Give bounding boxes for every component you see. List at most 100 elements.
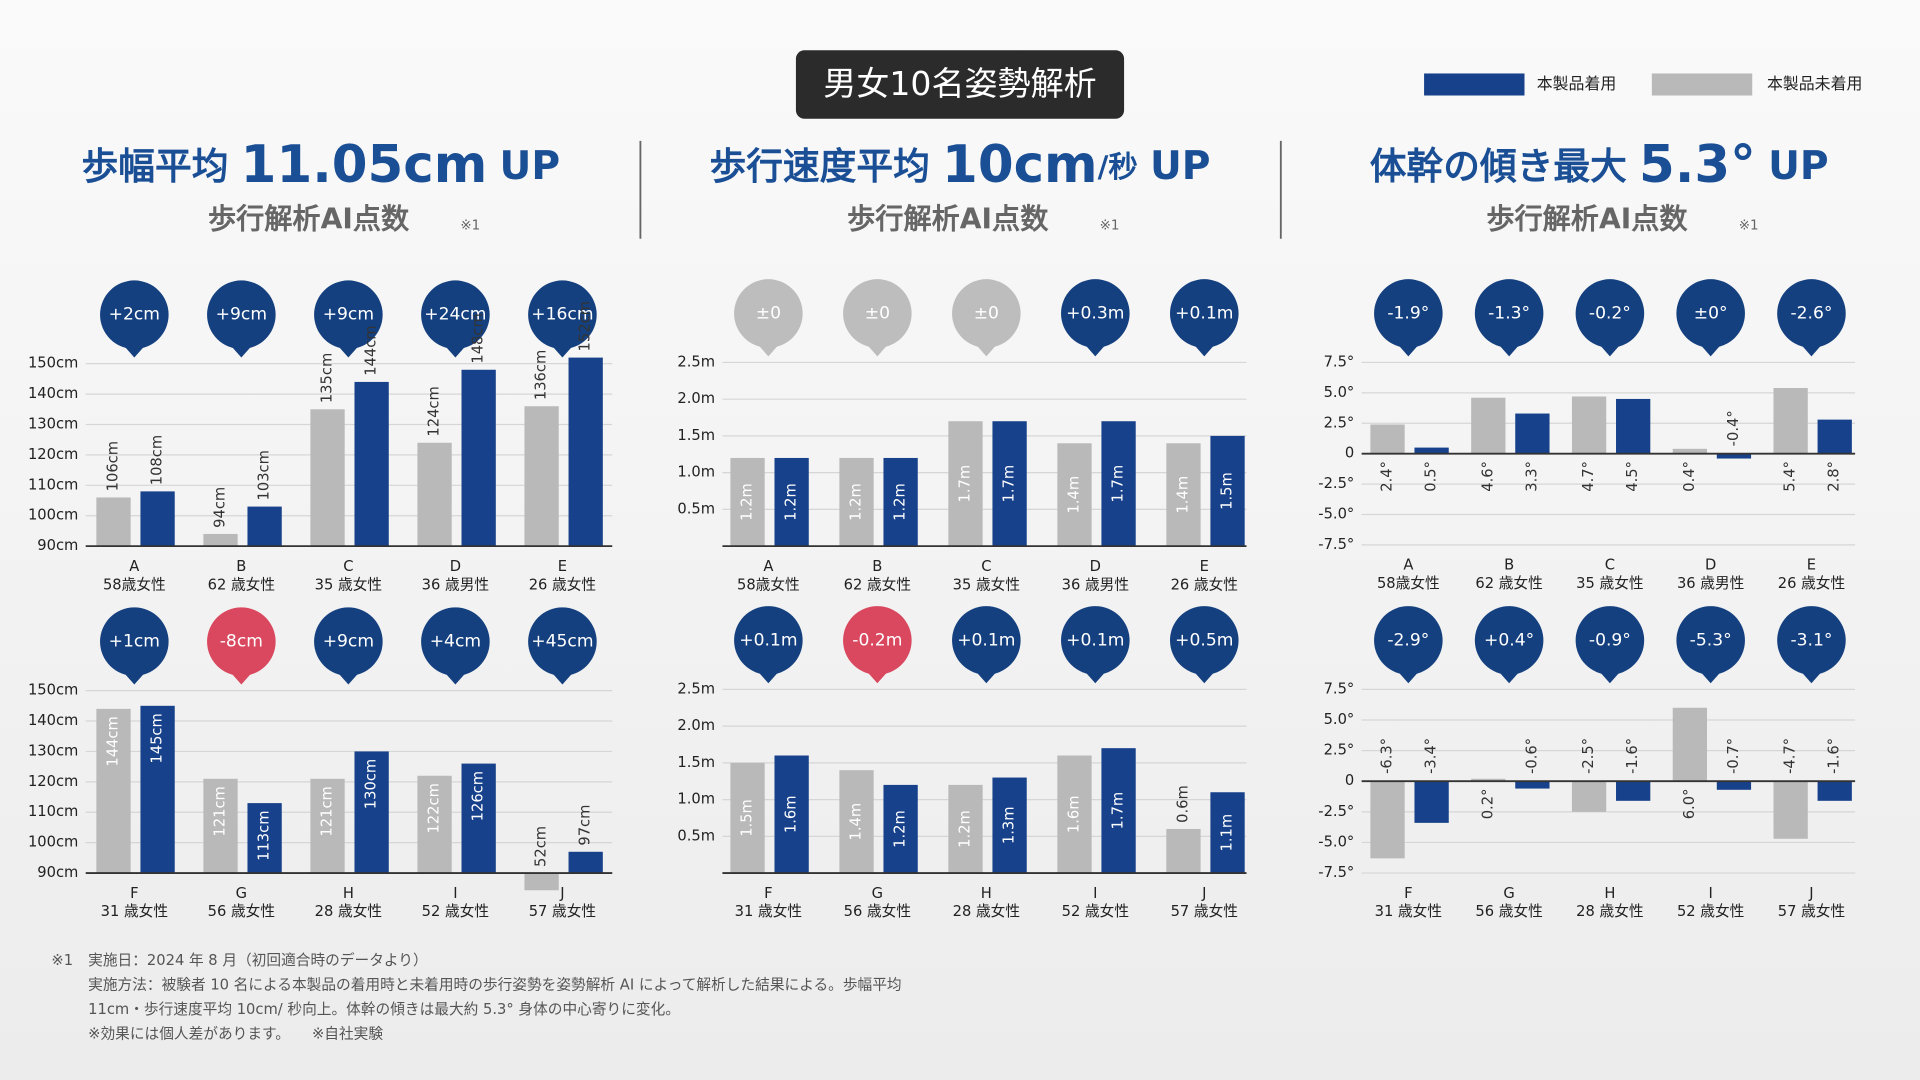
x-tick-sublabel: 56 歳女性 — [1475, 902, 1542, 920]
value-label: 2.8° — [1826, 461, 1843, 492]
value-label: 135cm — [319, 353, 336, 403]
x-tick-sublabel: 58歳女性 — [737, 575, 800, 593]
value-label: 121cm — [212, 786, 229, 836]
bar — [203, 778, 238, 874]
bar — [417, 775, 452, 874]
value-label: -2.5° — [1580, 738, 1597, 774]
value-label: 94cm — [212, 487, 229, 528]
y-tick-label: 110cm — [28, 803, 78, 820]
x-tick-sublabel: 35 歳女性 — [1576, 574, 1643, 592]
bar — [1166, 828, 1201, 874]
badge-label: -0.2m — [852, 630, 902, 650]
x-tick-sublabel: 26 歳女性 — [1778, 574, 1845, 592]
x-tick-label: H — [343, 885, 354, 902]
badge-label: -1.9° — [1387, 303, 1429, 323]
x-tick-label: B — [1504, 557, 1514, 574]
bar — [1370, 424, 1405, 454]
bar — [1471, 778, 1506, 782]
y-tick-label: 7.5° — [1324, 353, 1355, 370]
bar — [568, 851, 603, 874]
badge — [552, 673, 573, 685]
value-label: 5.4° — [1782, 461, 1799, 492]
bar — [1571, 781, 1607, 812]
bar — [354, 381, 389, 547]
badge-label: -2.6° — [1790, 303, 1832, 323]
x-tick-sublabel: 26 歳女性 — [529, 575, 596, 593]
bar — [1414, 447, 1449, 454]
x-tick-sublabel: 28 歳女性 — [953, 902, 1020, 920]
bars — [730, 421, 1245, 547]
value-label: 0.5° — [1423, 461, 1440, 492]
y-tick-label: 0 — [1345, 772, 1354, 789]
subtitle: 歩行解析AI点数 — [847, 202, 1049, 235]
badge-label: -0.2° — [1589, 303, 1631, 323]
x-tick-label: J — [559, 885, 564, 902]
badge — [528, 280, 597, 349]
badge — [1676, 279, 1745, 348]
bar — [96, 497, 131, 547]
value-label: -0.6° — [1523, 738, 1540, 774]
value-label: 1.2m — [957, 810, 974, 848]
badge — [1474, 279, 1544, 348]
value-label: 136cm — [533, 350, 550, 400]
badge — [552, 346, 573, 358]
legend-label: 本製品着用 — [1537, 74, 1617, 93]
bar — [461, 763, 496, 874]
value-label: 1.7m — [1110, 792, 1127, 830]
x-tick-label: I — [1093, 885, 1097, 902]
value-label: 1.5m — [739, 799, 756, 837]
headline-part: 歩行速度平均 — [709, 144, 929, 187]
bar — [1773, 387, 1808, 454]
badge — [734, 606, 803, 675]
bar — [1101, 421, 1136, 547]
bar — [524, 873, 559, 891]
x-tick-sublabel: 57 歳女性 — [529, 902, 596, 920]
value-label: -6.3° — [1379, 738, 1396, 774]
badge — [1194, 345, 1215, 357]
badge-label: +9cm — [323, 305, 374, 325]
badge-label: +4cm — [430, 632, 481, 652]
title-box — [795, 50, 1125, 119]
value-label: 4.7° — [1580, 461, 1597, 492]
badge — [207, 280, 276, 349]
value-label: 122cm — [426, 783, 443, 833]
y-tick-label: 2.5° — [1324, 742, 1355, 759]
badge — [314, 280, 383, 349]
badge — [338, 673, 359, 685]
badge — [1801, 672, 1822, 684]
y-tick-label: 1.0m — [677, 464, 715, 481]
badge — [976, 345, 997, 357]
x-tick-sublabel: 57 歳女性 — [1778, 902, 1845, 920]
x-tick-label: J — [1808, 885, 1813, 902]
bar — [992, 777, 1027, 874]
badge — [1777, 279, 1846, 348]
bar — [247, 506, 282, 547]
badge-label: -8cm — [220, 632, 263, 652]
value-label: -3.4° — [1423, 738, 1440, 774]
legend-label: 本製品未着用 — [1767, 74, 1862, 93]
bar — [568, 357, 603, 547]
x-tick-label: E — [1200, 558, 1209, 575]
headline-part: 10cm — [942, 135, 1098, 195]
y-tick-label: 1.5m — [677, 754, 715, 771]
value-label: 1.6m — [1065, 795, 1082, 833]
y-tick-label: 140cm — [28, 385, 78, 402]
x-tick-sublabel: 62 歳女性 — [844, 575, 911, 593]
badge — [758, 672, 779, 684]
badge — [1777, 606, 1846, 675]
legend-swatch — [1651, 73, 1753, 96]
x-tick-label: G — [872, 885, 883, 902]
badge — [1085, 345, 1106, 357]
headline-part: 体幹の傾き最大 — [1370, 144, 1627, 187]
bar — [883, 784, 918, 874]
value-label: 0.2° — [1479, 789, 1496, 820]
x-tick-sublabel: 36 歳男性 — [422, 576, 489, 593]
bar — [461, 369, 496, 547]
value-label: 1.7m — [957, 465, 974, 503]
headline: 体幹の傾き最大 5.3° UP — [1370, 135, 1829, 195]
value-label: 1.2m — [892, 810, 909, 848]
x-tick-sublabel: 26 歳女性 — [1171, 575, 1238, 593]
badge-label: ±0 — [865, 303, 890, 323]
x-tick-sublabel: 57 歳女性 — [1171, 902, 1238, 920]
y-tick-label: 150cm — [28, 682, 78, 699]
